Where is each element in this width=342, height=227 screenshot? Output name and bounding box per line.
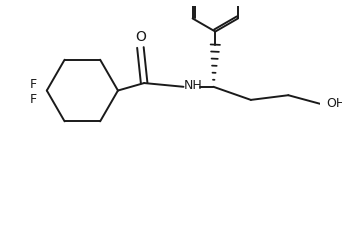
Text: F: F — [30, 92, 37, 105]
Text: O: O — [135, 30, 146, 44]
Text: OH: OH — [326, 97, 342, 110]
Text: NH: NH — [183, 79, 202, 92]
Text: F: F — [30, 77, 37, 90]
